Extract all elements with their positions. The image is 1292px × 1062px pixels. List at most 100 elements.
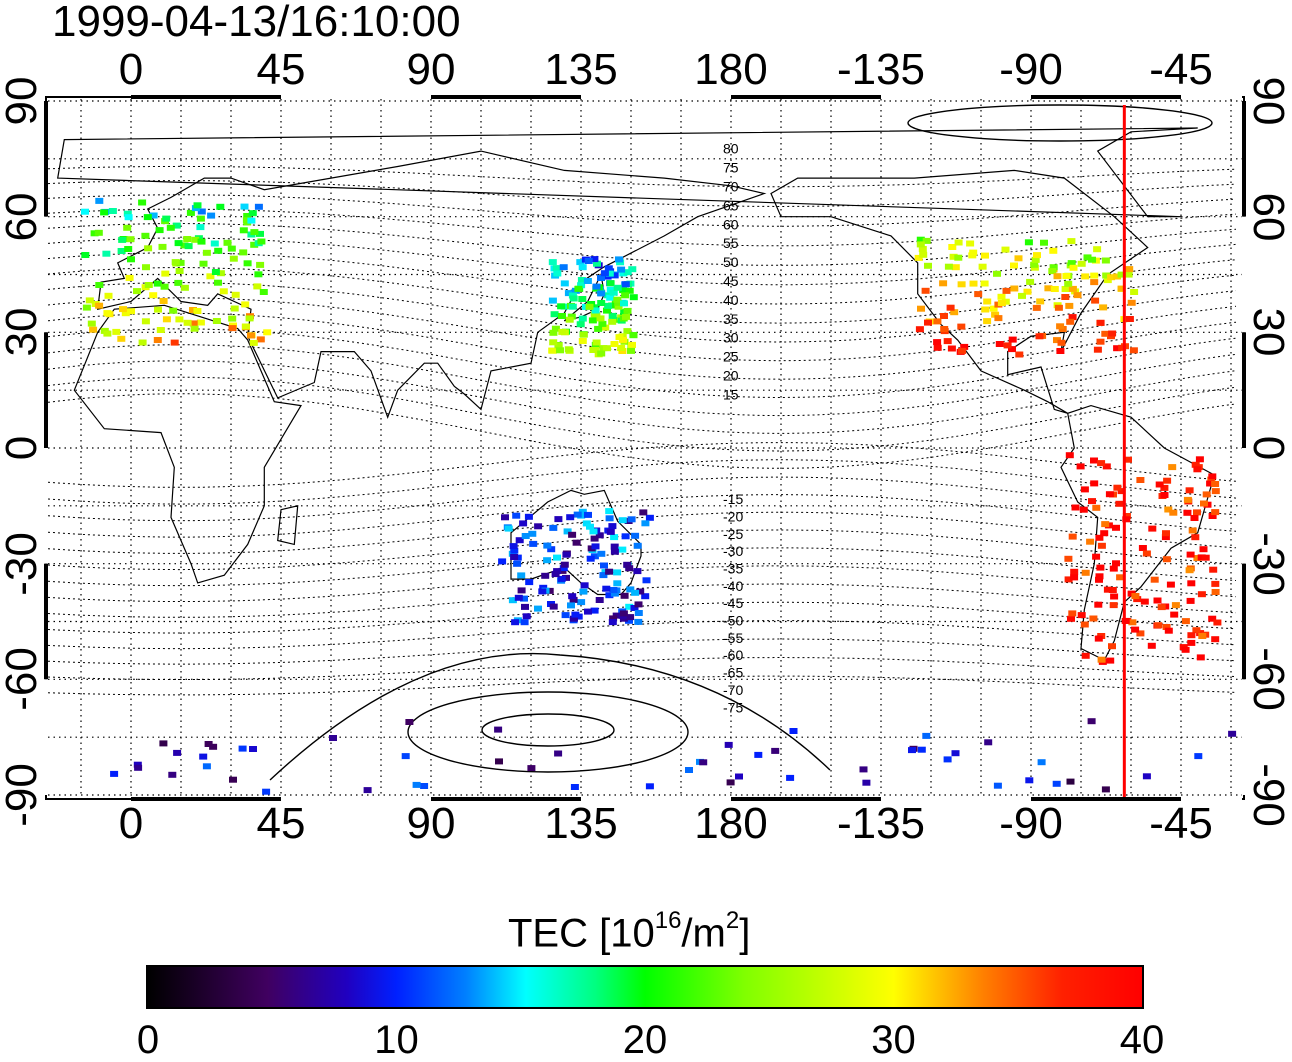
tec-cell — [1185, 487, 1194, 494]
bottom-axis-bar — [881, 797, 1031, 801]
tec-cell — [1162, 530, 1170, 537]
tec-cell — [609, 587, 618, 593]
timestamp-title: 1999-04-13/16:10:00 — [52, 0, 461, 46]
tec-cell — [517, 587, 526, 594]
right-latitude-tick: -30 — [1244, 531, 1292, 596]
tec-cell — [1192, 627, 1201, 634]
tec-cell — [559, 565, 568, 572]
tec-cell — [1107, 274, 1116, 281]
tec-cell — [1056, 348, 1065, 354]
tec-cell — [216, 203, 225, 210]
left-latitude-tick: 30 — [0, 307, 46, 357]
tec-cell — [969, 249, 978, 256]
coastline — [73, 304, 302, 584]
tec-cell — [554, 342, 563, 349]
tec-cell — [1108, 330, 1117, 337]
tec-cell — [1070, 574, 1079, 581]
tec-cell — [922, 732, 931, 739]
tec-cell — [586, 523, 594, 530]
tec-cell — [100, 209, 109, 216]
tec-cell — [510, 547, 519, 554]
tec-cell — [631, 589, 640, 596]
bottom-longitude-tick: 90 — [406, 799, 456, 848]
tec-cell — [1187, 632, 1196, 639]
tec-cell — [241, 301, 250, 308]
tec-cell — [914, 254, 923, 261]
tec-cell — [1116, 574, 1125, 581]
tec-cell — [933, 344, 942, 351]
tec-cell — [582, 520, 591, 527]
tec-cell — [94, 229, 103, 236]
tec-cell — [161, 270, 170, 277]
tec-cell — [1089, 615, 1098, 622]
tec-cell — [1161, 534, 1170, 541]
tec-cell — [609, 615, 618, 622]
tec-cell — [1065, 452, 1074, 459]
tec-cell — [248, 210, 257, 217]
tec-cell — [1086, 538, 1095, 545]
top-axis-bar — [1181, 95, 1242, 99]
colorbar-tick: 30 — [871, 1018, 916, 1062]
tec-cell — [174, 240, 183, 247]
tec-cell — [1166, 581, 1175, 588]
tec-cell — [1124, 456, 1132, 463]
tec-cell — [259, 289, 268, 295]
tec-cell — [948, 244, 957, 250]
tec-cell — [1094, 601, 1103, 608]
tec-cell — [1081, 273, 1090, 280]
tec-cell — [605, 515, 614, 522]
tec-cell — [1200, 500, 1208, 507]
tec-cell — [87, 320, 96, 327]
tec-cell — [508, 550, 517, 557]
tec-cell — [608, 523, 617, 530]
tec-cell — [1122, 516, 1131, 523]
tec-cell — [590, 607, 599, 614]
magnetic-contour — [47, 180, 1237, 208]
colorbar — [146, 965, 1144, 1009]
colorbar-label-suffix: ] — [739, 911, 751, 956]
tec-cell — [558, 328, 567, 335]
tec-cell — [1106, 657, 1115, 664]
bottom-longitude-tick: 180 — [694, 799, 768, 848]
tec-cell — [1153, 597, 1162, 604]
left-axis-bar — [44, 216, 48, 333]
bottom-axis-bar — [581, 797, 731, 801]
tec-cell — [262, 788, 271, 795]
tec-cell — [525, 579, 534, 586]
contour-label: -60 — [723, 647, 743, 663]
top-axis-bar — [1031, 95, 1181, 99]
tec-cell — [1170, 611, 1179, 618]
tec-cell — [1095, 534, 1104, 541]
magnetic-contour — [47, 194, 1237, 227]
tec-cell — [118, 236, 127, 243]
tec-cell — [630, 605, 639, 611]
tec-cell — [1033, 252, 1041, 259]
tec-cell — [1040, 239, 1048, 246]
tec-cell — [613, 296, 622, 303]
tec-cell — [619, 610, 628, 617]
tec-cell — [1092, 553, 1101, 560]
tec-cell — [199, 260, 208, 267]
coastline — [277, 505, 299, 546]
tec-cell — [504, 525, 513, 532]
tec-cell — [908, 747, 916, 754]
magnetic-contour — [47, 529, 1237, 571]
tec-cell — [227, 245, 236, 252]
contour-labels: 80 75 70 65 60 55 50 45 40 35 30 25 20 15 -15-20 -25-30… — [723, 141, 743, 716]
tec-cell — [121, 310, 130, 317]
tec-cell — [549, 329, 558, 336]
tec-cell — [1213, 619, 1222, 626]
magnetic-contour — [47, 547, 1237, 587]
tec-cell — [589, 528, 598, 535]
tec-cell — [1206, 480, 1215, 487]
tec-cell — [196, 215, 205, 222]
top-longitude-tick: 45 — [256, 45, 306, 94]
tec-cell — [81, 252, 90, 258]
right-latitude-tick: 60 — [1244, 192, 1292, 242]
tec-cell — [254, 271, 263, 278]
tec-cell — [1083, 254, 1092, 261]
magnetic-contour — [47, 360, 1237, 434]
tec-cell — [249, 746, 257, 752]
tec-cell — [1101, 257, 1110, 264]
tec-cell — [1211, 589, 1220, 595]
